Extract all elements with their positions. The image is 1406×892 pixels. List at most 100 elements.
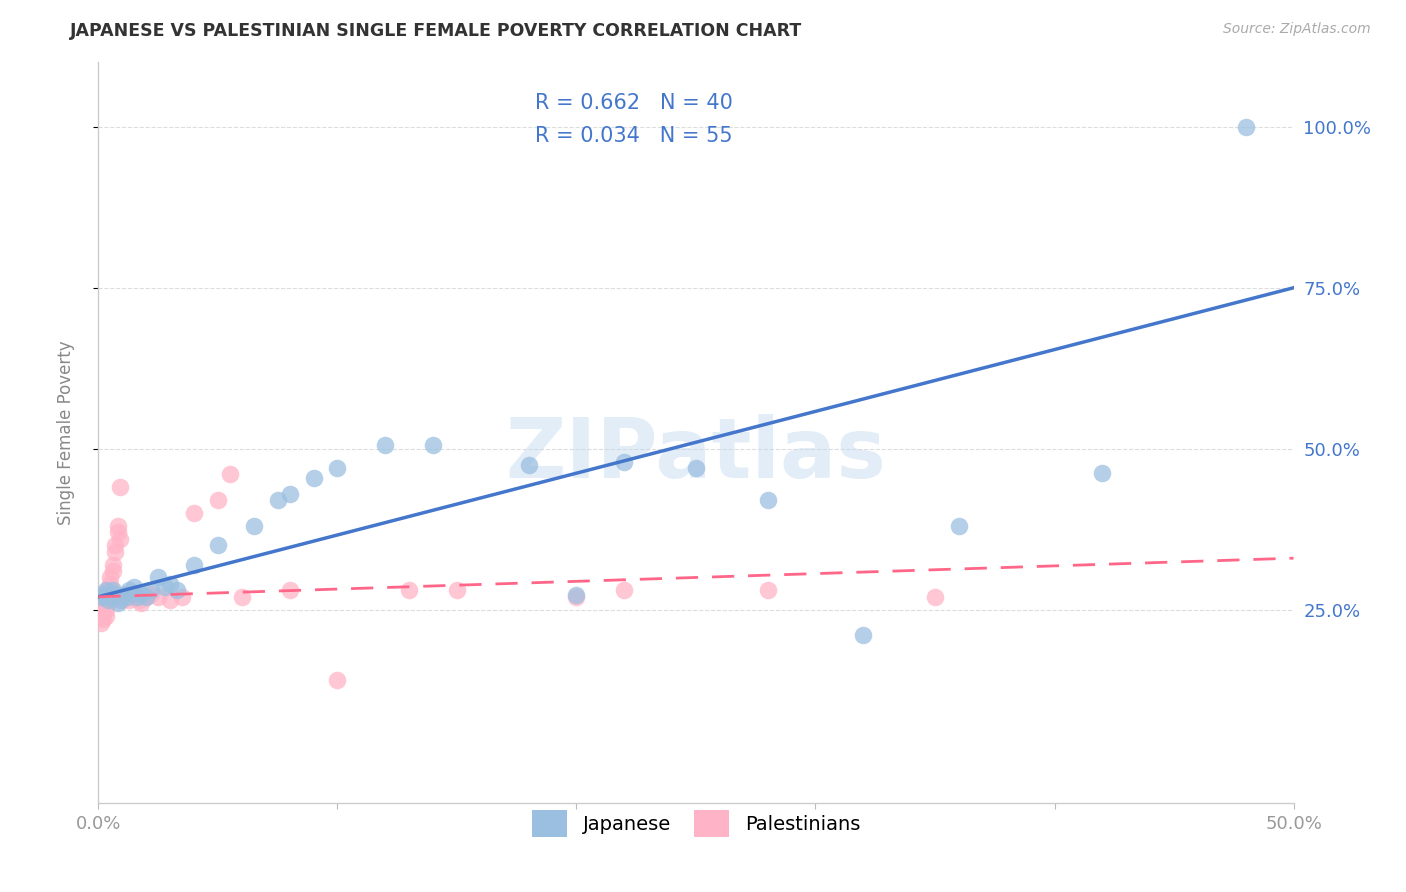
Point	[101, 558, 124, 572]
Point	[97, 583, 120, 598]
Point	[97, 593, 120, 607]
Point	[91, 593, 114, 607]
Text: R = 0.034   N = 55: R = 0.034 N = 55	[534, 127, 733, 146]
Point	[219, 467, 242, 482]
Text: R = 0.662   N = 40: R = 0.662 N = 40	[534, 93, 733, 113]
Point	[94, 602, 117, 616]
Point	[111, 593, 134, 607]
Point	[91, 612, 114, 626]
Point	[104, 538, 127, 552]
Point	[326, 673, 349, 688]
Text: JAPANESE VS PALESTINIAN SINGLE FEMALE POVERTY CORRELATION CHART: JAPANESE VS PALESTINIAN SINGLE FEMALE PO…	[70, 22, 803, 40]
Point	[107, 596, 129, 610]
Point	[135, 590, 157, 604]
Point	[104, 545, 127, 559]
Point	[94, 583, 117, 598]
Point	[90, 590, 112, 604]
Point	[517, 458, 540, 472]
Point	[90, 596, 112, 610]
Point	[121, 590, 143, 604]
Point	[207, 493, 229, 508]
Point	[115, 590, 138, 604]
Point	[159, 577, 181, 591]
Point	[302, 471, 325, 485]
Point	[101, 583, 124, 598]
Point	[756, 493, 779, 508]
Point	[231, 590, 253, 604]
Point	[101, 564, 124, 578]
Point	[94, 596, 117, 610]
Legend: Japanese, Palestinians: Japanese, Palestinians	[524, 802, 868, 845]
Point	[108, 480, 131, 494]
Text: Source: ZipAtlas.com: Source: ZipAtlas.com	[1223, 22, 1371, 37]
Point	[924, 590, 946, 604]
Y-axis label: Single Female Poverty: Single Female Poverty	[56, 341, 75, 524]
Point	[98, 577, 122, 591]
Point	[107, 525, 129, 540]
Point	[94, 609, 117, 624]
Point	[111, 590, 134, 604]
Point	[183, 558, 205, 572]
Point	[90, 602, 112, 616]
Point	[98, 570, 122, 584]
Point	[852, 628, 875, 642]
Point	[124, 586, 146, 600]
Point	[91, 586, 114, 600]
Point	[243, 519, 266, 533]
Point	[613, 454, 636, 468]
Point	[155, 580, 177, 594]
Point	[125, 590, 148, 604]
Point	[207, 538, 229, 552]
Point	[139, 583, 162, 598]
Point	[565, 590, 588, 604]
Point	[565, 589, 588, 603]
Point	[278, 487, 301, 501]
Point	[166, 583, 188, 598]
Point	[107, 519, 129, 533]
Point	[159, 593, 181, 607]
Point	[118, 593, 141, 607]
Point	[97, 590, 120, 604]
Point	[108, 532, 131, 546]
Point	[183, 506, 205, 520]
Point	[111, 590, 134, 604]
Point	[98, 583, 122, 598]
Point	[172, 590, 194, 604]
Point	[91, 599, 114, 614]
Point	[446, 583, 468, 598]
Point	[948, 519, 970, 533]
Point	[104, 586, 127, 600]
Point	[98, 590, 122, 604]
Point	[685, 461, 707, 475]
Point	[94, 590, 117, 604]
Point	[131, 586, 153, 600]
Point	[108, 593, 131, 607]
Point	[97, 596, 120, 610]
Point	[374, 438, 396, 452]
Text: ZIPatlas: ZIPatlas	[506, 414, 886, 495]
Point	[91, 586, 114, 600]
Point	[114, 586, 136, 600]
Point	[115, 586, 138, 600]
Point	[1091, 466, 1114, 480]
Point	[91, 606, 114, 620]
Point	[756, 583, 779, 598]
Point	[90, 609, 112, 624]
Point	[422, 438, 444, 452]
Point	[135, 590, 157, 604]
Point	[398, 583, 420, 598]
Point	[131, 596, 153, 610]
Point	[613, 583, 636, 598]
Point	[128, 593, 150, 607]
Point	[90, 590, 112, 604]
Point	[1234, 120, 1257, 134]
Point	[326, 461, 349, 475]
Point	[118, 583, 141, 598]
Point	[267, 493, 290, 508]
Point	[114, 590, 136, 604]
Point	[90, 615, 112, 630]
Point	[139, 586, 162, 600]
Point	[278, 583, 301, 598]
Point	[148, 590, 170, 604]
Point	[124, 580, 146, 594]
